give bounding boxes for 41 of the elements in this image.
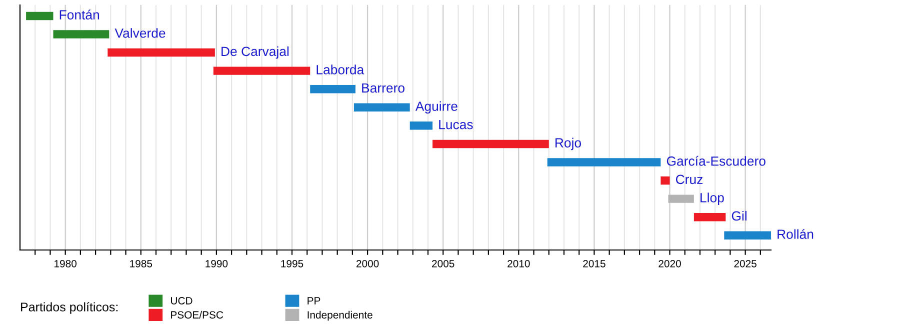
bar <box>410 122 433 130</box>
x-tick-label: 1980 <box>54 260 77 268</box>
legend-label: PSOE/PSC <box>171 310 224 319</box>
x-tick-label: 1995 <box>281 260 304 268</box>
y-tick-label: De Carvajal <box>222 46 289 59</box>
bar <box>432 140 549 148</box>
bar <box>354 103 410 112</box>
bar <box>213 66 310 75</box>
bar <box>724 231 771 240</box>
y-tick-label: Rojo <box>556 138 582 150</box>
y-tick-label: Laborda <box>316 64 364 74</box>
x-tick-label: 2020 <box>658 260 681 268</box>
x-tick-label: 1990 <box>206 260 228 268</box>
bar <box>668 194 694 203</box>
bar <box>108 48 215 57</box>
bar <box>53 30 110 38</box>
y-tick-label: García-Escudero <box>666 156 766 166</box>
y-tick-label: Valverde <box>114 28 166 38</box>
bar <box>310 84 356 94</box>
legend-label: UCD <box>171 297 192 304</box>
y-tick-label: Cruz <box>676 174 703 184</box>
y-tick-label: Gil <box>732 210 746 221</box>
legend-label: PP <box>308 297 320 304</box>
legend-label: Independiente <box>308 310 372 321</box>
y-tick-label: Aguirre <box>415 101 458 114</box>
bar <box>26 12 54 20</box>
y-tick-label: Barrero <box>362 83 404 93</box>
bar <box>547 158 661 166</box>
legend-title: Partidos políticos: <box>21 302 118 314</box>
y-tick-label: Rollán <box>778 229 814 239</box>
bar <box>660 176 670 185</box>
y-tick-label: Lucas <box>439 120 473 130</box>
x-tick-label: 1985 <box>130 260 152 268</box>
x-tick-label: 2015 <box>583 260 606 268</box>
x-tick-label: 2025 <box>734 260 756 268</box>
bar <box>694 212 726 222</box>
x-tick-label: 2010 <box>508 260 530 268</box>
y-tick-label: Fontán <box>60 10 100 20</box>
y-tick-label: Llop <box>700 192 724 205</box>
x-tick-label: 2000 <box>356 260 379 268</box>
x-tick-label: 2005 <box>432 260 454 268</box>
